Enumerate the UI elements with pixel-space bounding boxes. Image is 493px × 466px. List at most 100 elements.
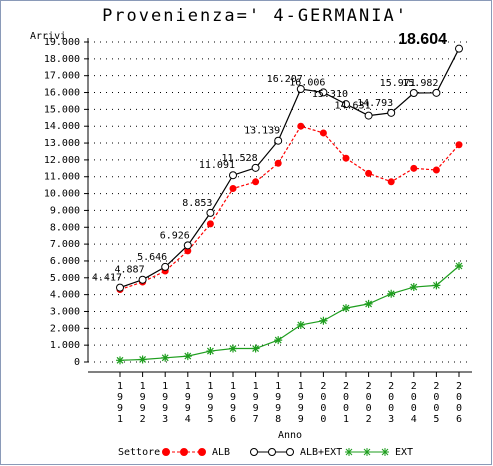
marker [387, 108, 396, 117]
y-tick-label: 15.000 [44, 104, 80, 115]
y-tick-label: 13.000 [44, 138, 80, 149]
series-line [119, 265, 460, 361]
y-tick-label: 3.000 [50, 306, 80, 317]
marker [432, 88, 441, 97]
marker [274, 336, 283, 345]
y-tick-label: 1.000 [50, 340, 80, 351]
legend-marker [286, 448, 294, 456]
marker [319, 316, 328, 325]
data-label: 11.528 [221, 153, 257, 164]
marker [365, 169, 373, 177]
x-axis-label: Anno [278, 430, 302, 441]
marker [161, 262, 170, 271]
marker [138, 275, 147, 284]
data-label: 4.887 [114, 265, 144, 276]
data-label: 15.982 [402, 78, 438, 89]
marker [229, 185, 237, 193]
marker [342, 154, 350, 162]
y-tick-label: 0 [74, 357, 80, 368]
y-tick-label: 7.000 [50, 239, 80, 250]
data-label: 14.631 [334, 101, 370, 112]
legend-marker [345, 448, 353, 456]
marker [387, 289, 396, 298]
y-tick-label: 19.000 [44, 37, 80, 48]
marker [116, 356, 124, 365]
y-tick-label: 6.000 [50, 256, 80, 267]
marker [274, 136, 283, 145]
data-label: 11.091 [199, 160, 235, 171]
marker [455, 141, 463, 149]
series-line [119, 125, 460, 291]
legend-marker [268, 448, 276, 456]
legend-marker [162, 448, 170, 456]
marker [410, 164, 418, 172]
y-tick-label: 17.000 [44, 71, 80, 82]
legend-marker [381, 448, 389, 456]
data-label: 4.417 [92, 273, 122, 284]
marker [184, 247, 192, 255]
marker [296, 85, 305, 94]
legend-label: ALB [212, 447, 230, 458]
y-tick-label: 5.000 [50, 273, 80, 284]
series-line [119, 48, 460, 289]
legend-label: EXT [395, 447, 413, 458]
marker [319, 129, 327, 137]
marker [138, 355, 147, 364]
y-tick-label: 10.000 [44, 189, 80, 200]
legend-marker [180, 448, 188, 456]
marker [206, 220, 214, 228]
chart-title: Provenienza=' 4-GERMANIA' [102, 6, 408, 26]
y-tick-label: 18.000 [44, 54, 80, 65]
legend-marker [198, 448, 206, 456]
data-label: 8.853 [182, 198, 212, 209]
marker [183, 352, 192, 361]
marker [274, 159, 282, 167]
y-tick-label: 4.000 [50, 290, 80, 301]
marker [342, 100, 350, 109]
marker [252, 178, 260, 186]
legend-marker [363, 448, 371, 456]
marker [364, 299, 373, 308]
data-label: 14.793 [357, 98, 393, 109]
data-label: 6.926 [160, 230, 190, 241]
marker [432, 166, 440, 174]
data-label: 15.310 [312, 89, 348, 100]
y-tick-label: 16.000 [44, 88, 80, 99]
marker [206, 347, 215, 356]
marker [432, 281, 441, 290]
marker [342, 304, 350, 313]
marker [455, 262, 463, 270]
marker [251, 344, 260, 353]
legend-label: ALB+EXT [300, 447, 342, 458]
marker [251, 163, 260, 172]
marker [297, 122, 305, 130]
data-label: 18.604 [398, 31, 447, 48]
marker [229, 344, 237, 353]
data-label: 16.207 [267, 74, 303, 85]
y-tick-label: 14.000 [44, 121, 80, 132]
marker [229, 171, 237, 180]
y-tick-label: 2.000 [50, 323, 80, 334]
marker [409, 283, 418, 292]
legend-marker [250, 448, 258, 456]
data-label: 16.006 [289, 77, 325, 88]
y-axis-label: Arrivi [30, 31, 66, 42]
marker [319, 88, 328, 97]
marker [364, 111, 373, 120]
